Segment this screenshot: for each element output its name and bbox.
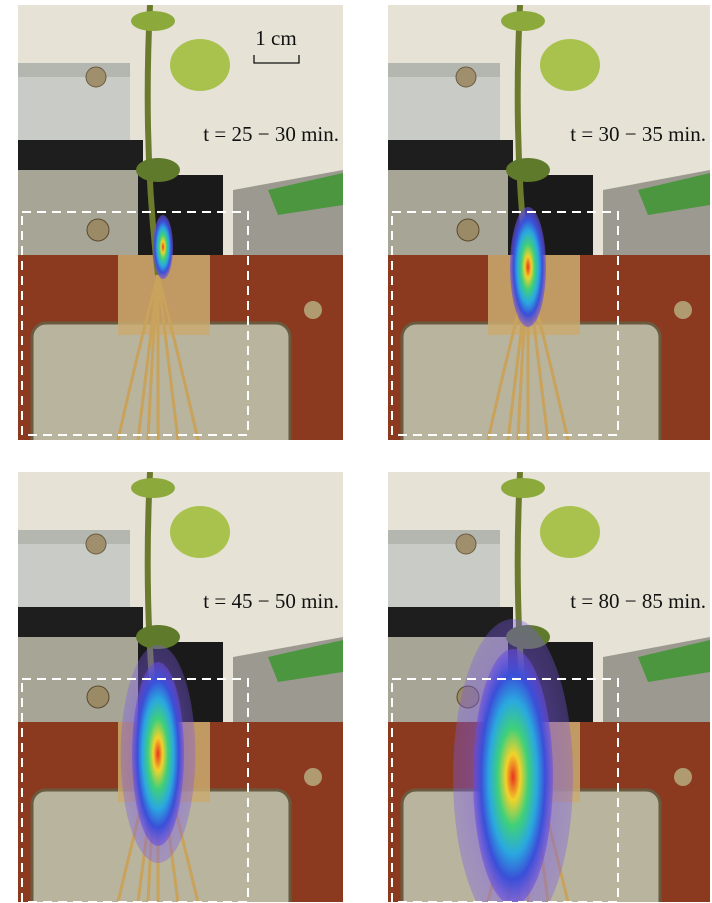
screw — [87, 219, 109, 241]
screw — [86, 67, 106, 87]
time-label: t = 25 − 30 min. — [203, 122, 339, 146]
photo — [388, 5, 710, 458]
panel: t = 25 − 30 min. 1 cm — [18, 5, 343, 458]
heat-signal — [510, 207, 546, 327]
leaf — [501, 11, 545, 31]
leaf — [131, 478, 175, 498]
leaf — [506, 158, 550, 182]
clear-block-top — [18, 63, 130, 77]
screw — [86, 534, 106, 554]
leaf — [540, 506, 600, 558]
panel: t = 45 − 50 min. — [18, 472, 343, 903]
clear-block-top — [18, 530, 130, 544]
time-label: t = 80 − 85 min. — [570, 589, 706, 613]
heat-signal — [473, 649, 553, 903]
black-block — [388, 140, 513, 172]
photo — [18, 472, 343, 903]
bolt — [304, 301, 322, 319]
screw — [456, 67, 476, 87]
leaf — [170, 506, 230, 558]
photo — [388, 472, 710, 903]
bolt — [674, 301, 692, 319]
screw — [456, 534, 476, 554]
glass — [402, 323, 660, 458]
bolt — [674, 768, 692, 786]
leaf — [131, 11, 175, 31]
clear-block-top — [388, 63, 500, 77]
black-block — [18, 140, 143, 172]
leaf — [540, 39, 600, 91]
black-block — [18, 607, 143, 639]
photo — [18, 5, 343, 458]
time-label: t = 45 − 50 min. — [203, 589, 339, 613]
panel: t = 80 − 85 min. — [388, 472, 710, 903]
gray-block — [18, 170, 143, 258]
glass — [32, 323, 290, 458]
heat-signal — [132, 662, 184, 846]
heat-signal — [153, 215, 173, 279]
panel: t = 30 − 35 min. — [388, 5, 710, 458]
leaf — [136, 158, 180, 182]
figure: t = 25 − 30 min. 1 cm t = 30 − 35 min. t = … — [0, 0, 712, 903]
bolt — [304, 768, 322, 786]
leaf — [501, 478, 545, 498]
screw — [457, 219, 479, 241]
time-label: t = 30 − 35 min. — [570, 122, 706, 146]
leaf — [170, 39, 230, 91]
screw — [87, 686, 109, 708]
scale-label: 1 cm — [255, 26, 296, 50]
clear-block-top — [388, 530, 500, 544]
gray-block — [388, 170, 513, 258]
